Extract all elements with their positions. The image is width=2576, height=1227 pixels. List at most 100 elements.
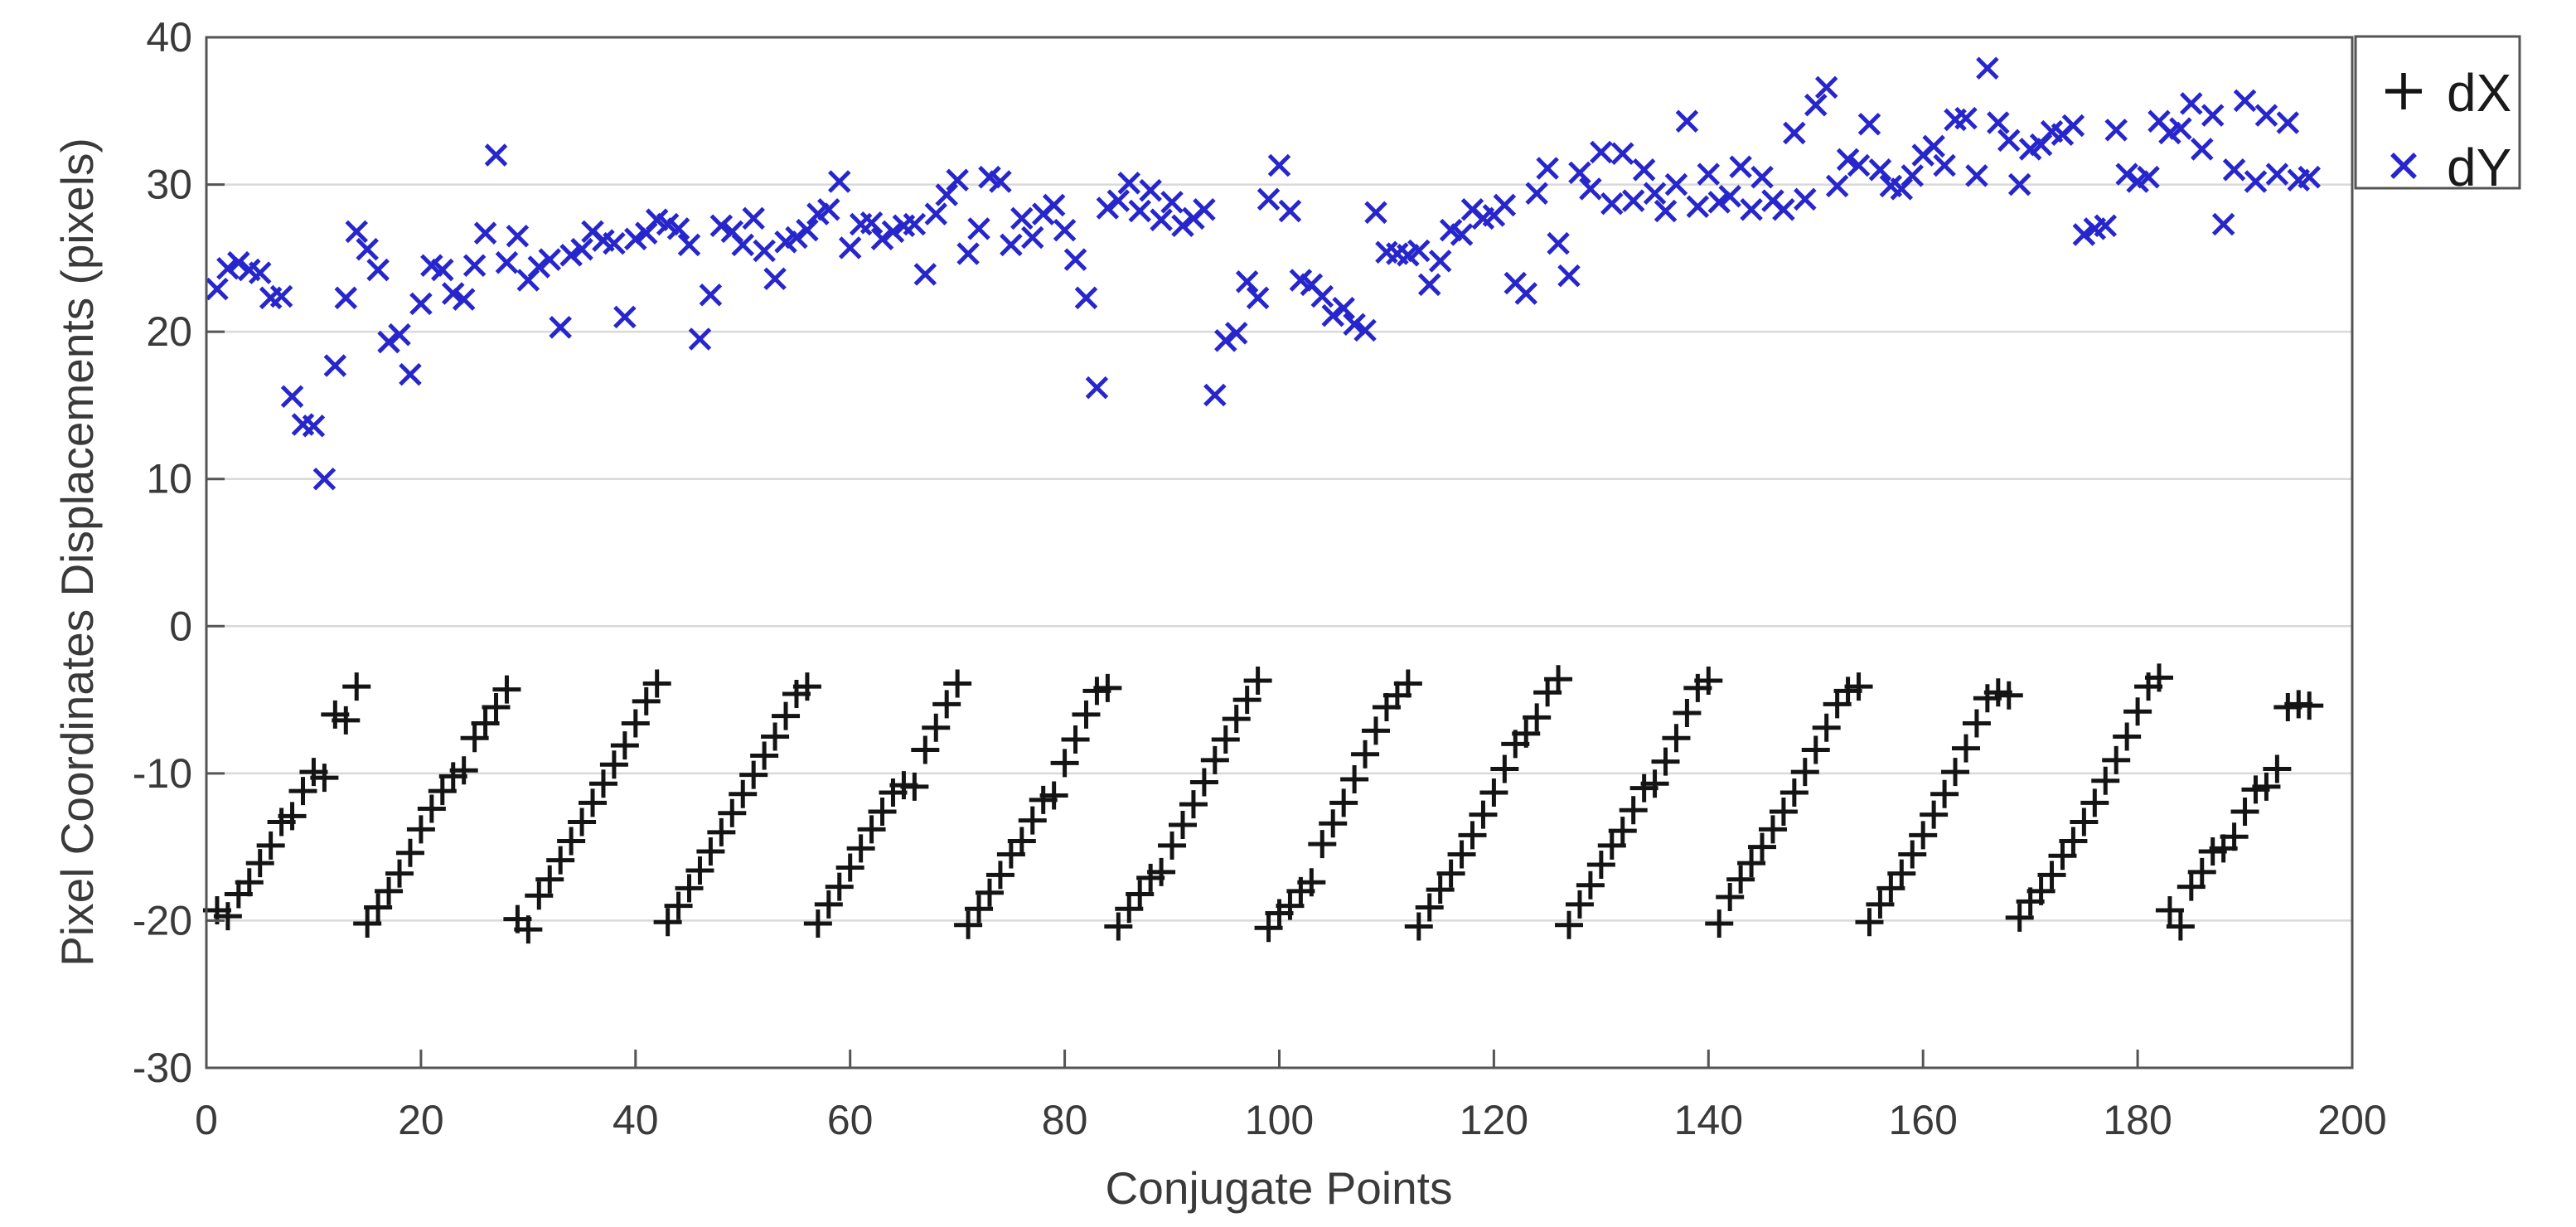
data-point-dx: [2102, 745, 2131, 774]
x-tick-label: 40: [613, 1097, 659, 1143]
data-point-dx: [932, 690, 961, 719]
data-point-dx: [1855, 908, 1884, 937]
data-point-dy: [1686, 195, 1710, 218]
data-point-dx: [235, 868, 264, 897]
data-point-dx: [1758, 815, 1787, 844]
data-point-dx: [1941, 758, 1970, 787]
data-point-dx: [2091, 766, 2120, 795]
data-point-dx: [1232, 686, 1261, 715]
data-point-dx: [385, 859, 414, 888]
data-point-dx: [2295, 691, 2324, 720]
data-point-dy: [1160, 191, 1184, 214]
y-tick-label: -20: [133, 897, 192, 943]
data-point-dy: [1697, 162, 1721, 186]
data-point-dx: [1597, 831, 1626, 860]
data-point-dx: [1640, 769, 1669, 798]
data-point-dx: [1737, 849, 1766, 878]
y-tick-label: 30: [146, 162, 192, 208]
data-point-dy: [2265, 162, 2289, 186]
data-point-dy: [1193, 197, 1216, 221]
data-point-dy: [1729, 155, 1752, 179]
data-point-dy: [1235, 270, 1259, 293]
data-point-dy: [227, 250, 250, 274]
data-point-dy: [2007, 172, 2031, 196]
data-point-dx: [911, 735, 940, 764]
data-point-dx: [471, 709, 500, 738]
data-point-dx: [857, 815, 886, 844]
data-point-dx: [1716, 883, 1745, 912]
data-point-dy: [827, 170, 851, 193]
x-axis-label: Conjugate Points: [1106, 1162, 1453, 1214]
data-point-dx: [1479, 778, 1508, 807]
cross-icon: [2390, 153, 2417, 179]
data-point-dy: [280, 385, 304, 409]
data-point-dx: [610, 731, 639, 760]
data-point-dx: [428, 777, 457, 806]
data-point-dx: [1619, 796, 1648, 825]
data-point-dx: [2144, 663, 2173, 692]
data-point-dy: [1965, 164, 1988, 187]
data-point-dx: [2123, 697, 2152, 726]
data-point-dx: [729, 779, 758, 808]
data-point-dy: [527, 255, 551, 279]
data-point-dy: [913, 263, 937, 286]
data-point-dy: [441, 282, 465, 305]
data-point-dx: [449, 756, 478, 785]
data-point-dy: [1042, 193, 1066, 217]
data-point-dx: [1726, 865, 1755, 894]
data-point-dy: [377, 330, 400, 354]
data-point-dx: [395, 838, 424, 867]
y-tick-label: 0: [169, 603, 192, 649]
data-point-dy: [1096, 196, 1120, 220]
data-point-dy: [312, 467, 337, 491]
data-point-dy: [1010, 206, 1034, 230]
data-point-dy: [345, 220, 368, 244]
data-point-dx: [310, 764, 339, 793]
data-point-dx: [1994, 681, 2023, 710]
data-point-dy: [1568, 161, 1591, 185]
data-point-dx: [1769, 798, 1798, 827]
data-point-dx: [943, 669, 972, 698]
data-point-dy: [1000, 233, 1023, 257]
data-point-dx: [2166, 912, 2195, 941]
data-point-dx: [256, 831, 285, 860]
data-point-dy: [1740, 197, 1763, 221]
data-point-dy: [1106, 189, 1131, 212]
data-point-dy: [603, 231, 626, 255]
data-point-dy: [2298, 165, 2321, 189]
data-point-dy: [302, 415, 326, 438]
data-point-dy: [1214, 329, 1237, 352]
data-point-dy: [2254, 104, 2278, 127]
data-point-dx: [2155, 896, 2184, 924]
data-point-dy: [495, 250, 519, 274]
data-point-dx: [1436, 859, 1465, 888]
data-point-dy: [1514, 282, 1537, 305]
data-point-dx: [1447, 840, 1476, 869]
data-point-dy: [817, 197, 840, 221]
x-tick-label: 180: [2103, 1097, 2172, 1143]
data-point-dx: [514, 915, 543, 944]
data-point-dx: [342, 672, 371, 701]
data-point-dy: [2233, 89, 2257, 113]
data-point-dy: [2201, 104, 2225, 127]
data-point-dx: [579, 788, 608, 817]
data-point-dx: [1007, 827, 1036, 856]
data-point-dy: [1922, 134, 1945, 158]
data-point-dx: [2070, 807, 2099, 837]
data-point-dx: [922, 713, 951, 742]
data-point-dx: [557, 827, 586, 856]
data-point-dy: [785, 226, 808, 250]
data-point-dx: [621, 709, 650, 738]
data-point-dx: [1920, 800, 1949, 829]
data-point-dy: [1074, 286, 1098, 310]
data-point-dx: [1962, 709, 1991, 738]
data-point-dy: [1021, 226, 1044, 250]
data-point-dy: [1675, 109, 1699, 133]
data-point-dy: [709, 214, 734, 238]
data-point-dx: [568, 807, 597, 837]
data-point-dx: [1898, 840, 1927, 869]
data-point-dy: [881, 220, 905, 244]
data-point-dy: [1353, 318, 1377, 342]
data-point-dx: [835, 853, 864, 882]
data-point-dy: [484, 143, 508, 167]
